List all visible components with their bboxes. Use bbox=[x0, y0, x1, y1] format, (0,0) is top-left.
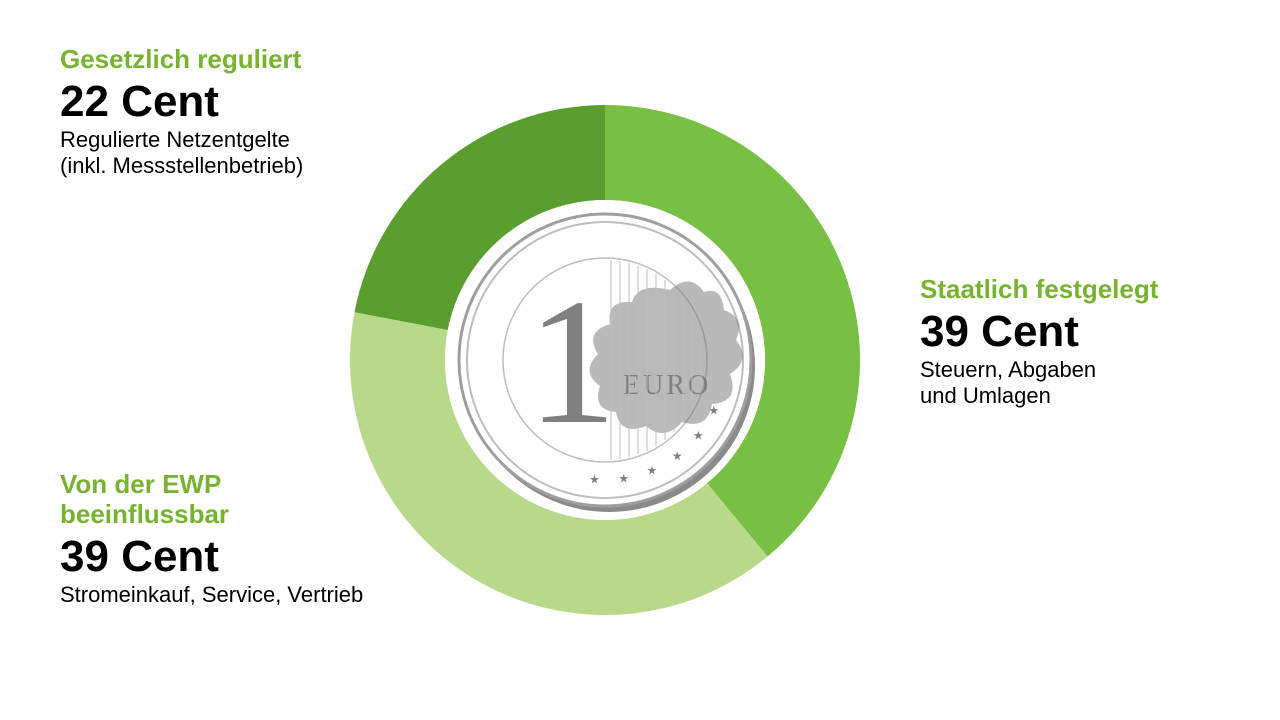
svg-text:★: ★ bbox=[618, 472, 629, 486]
euro-coin-icon: 1EURO★★★★★★ bbox=[445, 200, 765, 520]
label-gesetzlich: Gesetzlich reguliert 22 Cent Regulierte … bbox=[60, 45, 303, 178]
label-gesetzlich-desc-2: (inkl. Messstellenbetrieb) bbox=[60, 153, 303, 178]
label-ewp-value: 39 Cent bbox=[60, 532, 363, 583]
label-ewp-desc-1: Stromeinkauf, Service, Vertrieb bbox=[60, 582, 363, 607]
svg-text:★: ★ bbox=[647, 463, 658, 477]
label-ewp-title-1: Von der EWP bbox=[60, 470, 363, 500]
label-gesetzlich-desc-1: Regulierte Netzentgelte bbox=[60, 127, 303, 152]
svg-text:★: ★ bbox=[589, 473, 600, 487]
label-staatlich: Staatlich festgelegt 39 Cent Steuern, Ab… bbox=[920, 275, 1158, 408]
label-ewp: Von der EWP beeinflussbar 39 Cent Strome… bbox=[60, 470, 363, 608]
label-staatlich-title: Staatlich festgelegt bbox=[920, 275, 1158, 305]
label-gesetzlich-value: 22 Cent bbox=[60, 77, 303, 128]
infographic-stage: 1EURO★★★★★★ Gesetzlich reguliert 22 Cent… bbox=[0, 0, 1280, 720]
label-staatlich-desc-2: und Umlagen bbox=[920, 383, 1158, 408]
label-staatlich-desc-1: Steuern, Abgaben bbox=[920, 357, 1158, 382]
label-staatlich-value: 39 Cent bbox=[920, 307, 1158, 358]
label-gesetzlich-title: Gesetzlich reguliert bbox=[60, 45, 303, 75]
svg-text:★: ★ bbox=[672, 449, 683, 463]
label-ewp-title-2: beeinflussbar bbox=[60, 500, 363, 530]
svg-text:★: ★ bbox=[693, 429, 704, 443]
svg-text:★: ★ bbox=[708, 404, 719, 418]
